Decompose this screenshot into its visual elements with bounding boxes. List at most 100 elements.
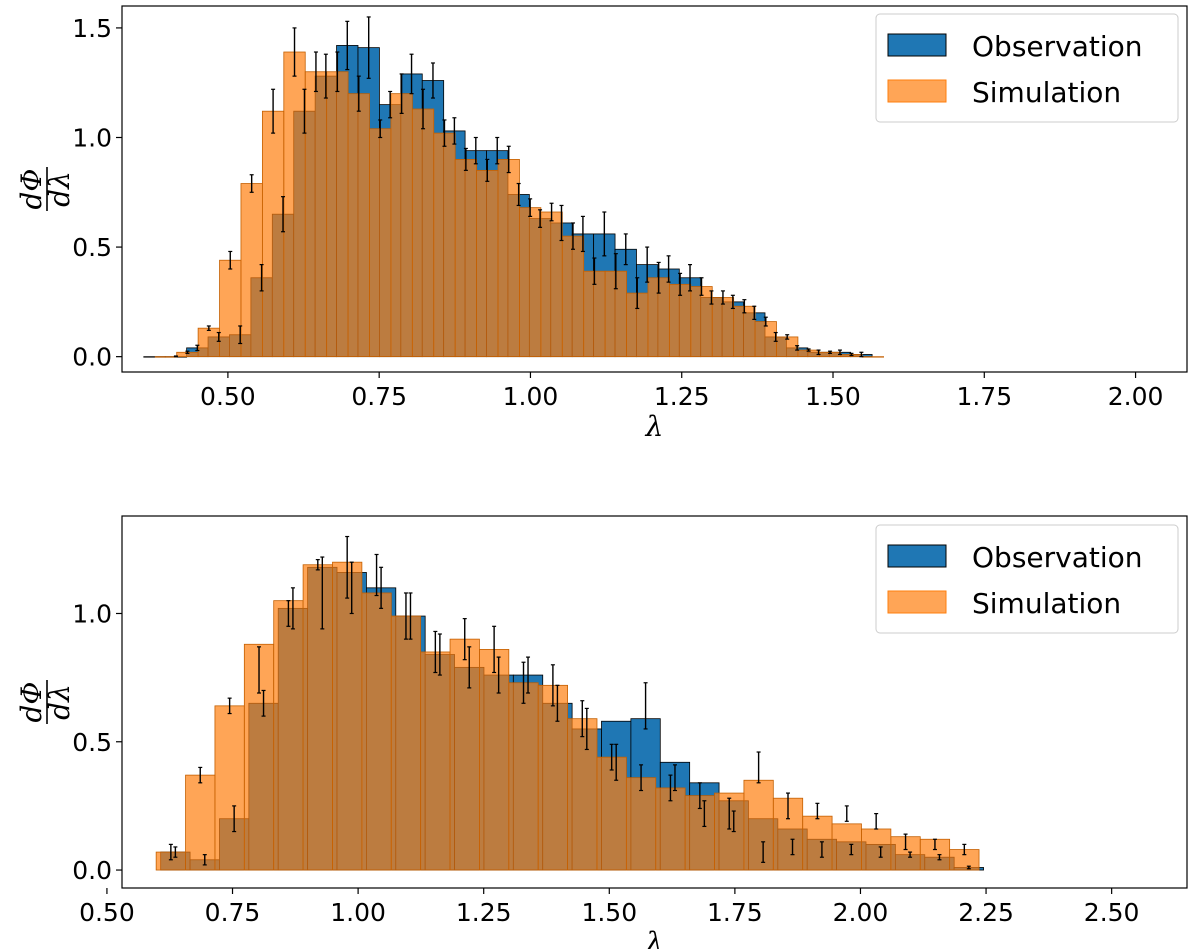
x-tick-label: 1.50 [805,382,861,411]
legend-label-observation: Observation [972,30,1143,63]
simulation-error-bar [249,174,254,193]
simulation-bar [154,356,178,358]
observation-error-bar [580,215,585,253]
x-tick: 1.00 [503,372,559,411]
y-axis-label: dΦ dλ [15,167,76,211]
simulation-error-bar [874,812,879,830]
simulation-bar [420,651,451,871]
x-tick-label: 2.25 [958,898,1014,927]
simulation-error-bar [315,559,320,571]
simulation-bar [449,638,480,871]
simulation-error-bar [228,250,233,270]
simulation-bar [347,93,370,358]
simulation-error-bar [506,145,511,174]
simulation-error-bar [421,88,426,130]
y-axis-label-numerator: dΦ [15,682,48,723]
simulation-bar [283,51,306,358]
axes-frame [121,515,1188,889]
simulation-bar [326,71,349,358]
simulation-error-bar [570,222,575,250]
y-tick-label: 0.0 [72,343,112,372]
observation-error-bar [516,182,521,207]
simulation-error-bar [828,350,833,354]
simulation-error-bar [378,119,383,139]
chart-bottom: 0.50 0.75 1.00 1.25 1.50 1.75 2.00 2.25 2.50 0.0… [15,515,1188,949]
observation-error-bar [643,682,648,730]
simulation-error-bar [756,751,761,784]
simulation-error-bar [699,277,704,296]
observation-error-bar [837,349,842,356]
simulation-error-bar [521,661,526,704]
simulation-error-bar [815,802,820,820]
x-tick: 1.75 [707,888,763,927]
x-tick-label: 2.50 [1084,898,1140,927]
observation-error-bar [702,800,707,828]
y-tick-label: 1.5 [72,14,112,43]
simulation-error-bar [903,833,908,851]
simulation-error-bar [485,158,490,182]
x-tick: 0.50 [200,372,256,411]
legend-swatch-observation [887,544,947,568]
simulation-bar [690,286,713,358]
simulation-bar [433,132,456,358]
simulation-error-bar [462,618,467,661]
x-tick: 0.75 [351,372,407,411]
y-tick: 0.5 [72,233,122,262]
simulation-error-bar [785,334,790,340]
y-ticks: 0.0 0.5 1.0 [72,599,122,885]
y-tick-label: 0.5 [72,233,112,262]
observation-error-bar [366,16,371,79]
simulation-error-bar [257,646,262,694]
simulation-error-bar [786,792,791,820]
simulation-error-bar [580,700,585,738]
x-tick: 2.00 [833,888,888,927]
simulation-error-bar [292,27,297,77]
simulation-error-bar [720,290,725,305]
simulation-bar [390,615,422,871]
simulation-error-bar [763,316,768,327]
simulation-error-bar [609,743,614,771]
simulation-bar [743,779,774,871]
simulation-error-bar [678,272,683,296]
simulation-bar [411,108,435,358]
x-tick-label: 0.50 [79,898,135,927]
simulation-error-bar [528,198,533,217]
simulation-bar [332,561,363,871]
simulation-bar [754,321,777,358]
observation-error-bar [202,854,207,866]
observation-error-bar [216,331,221,342]
simulation-bar [261,110,285,358]
x-axis-label: λ [645,926,664,949]
x-tick-label: 1.00 [503,382,559,411]
legend-box [875,524,1179,634]
simulation-error-bar [335,51,340,93]
observation-error-bar [790,838,795,856]
observation-error-bar [908,851,913,858]
observation-error-bar [437,633,442,676]
simulation-error-bar [668,774,673,802]
observation-error-bar [238,325,243,345]
simulation-error-bar [403,592,408,640]
x-tick-label: 1.00 [330,898,386,927]
x-tick-label: 1.50 [581,898,637,927]
y-tick: 0.0 [72,856,122,885]
simulation-error-bar [592,257,597,285]
observation-error-bar [966,865,971,870]
observation-error-bar [173,355,178,358]
error-bars [173,16,864,358]
observation-error-bar [323,53,328,99]
observation-error-bar [495,136,500,165]
x-tick-label: 1.75 [956,382,1012,411]
simulation-error-bar [185,350,190,354]
simulation-error-bar [932,838,937,851]
simulation-error-bar [463,147,468,171]
x-tick: 2.00 [1108,372,1163,411]
x-tick: 2.50 [1084,888,1140,927]
x-ticks: 0.50 0.75 1.00 1.25 1.50 1.75 2.00 [200,372,1163,411]
simulation-bar [861,828,892,871]
x-tick-label: 1.75 [707,898,763,927]
legend-box [875,13,1179,123]
y-tick-label: 1.0 [72,599,112,628]
simulation-bar [537,684,568,871]
